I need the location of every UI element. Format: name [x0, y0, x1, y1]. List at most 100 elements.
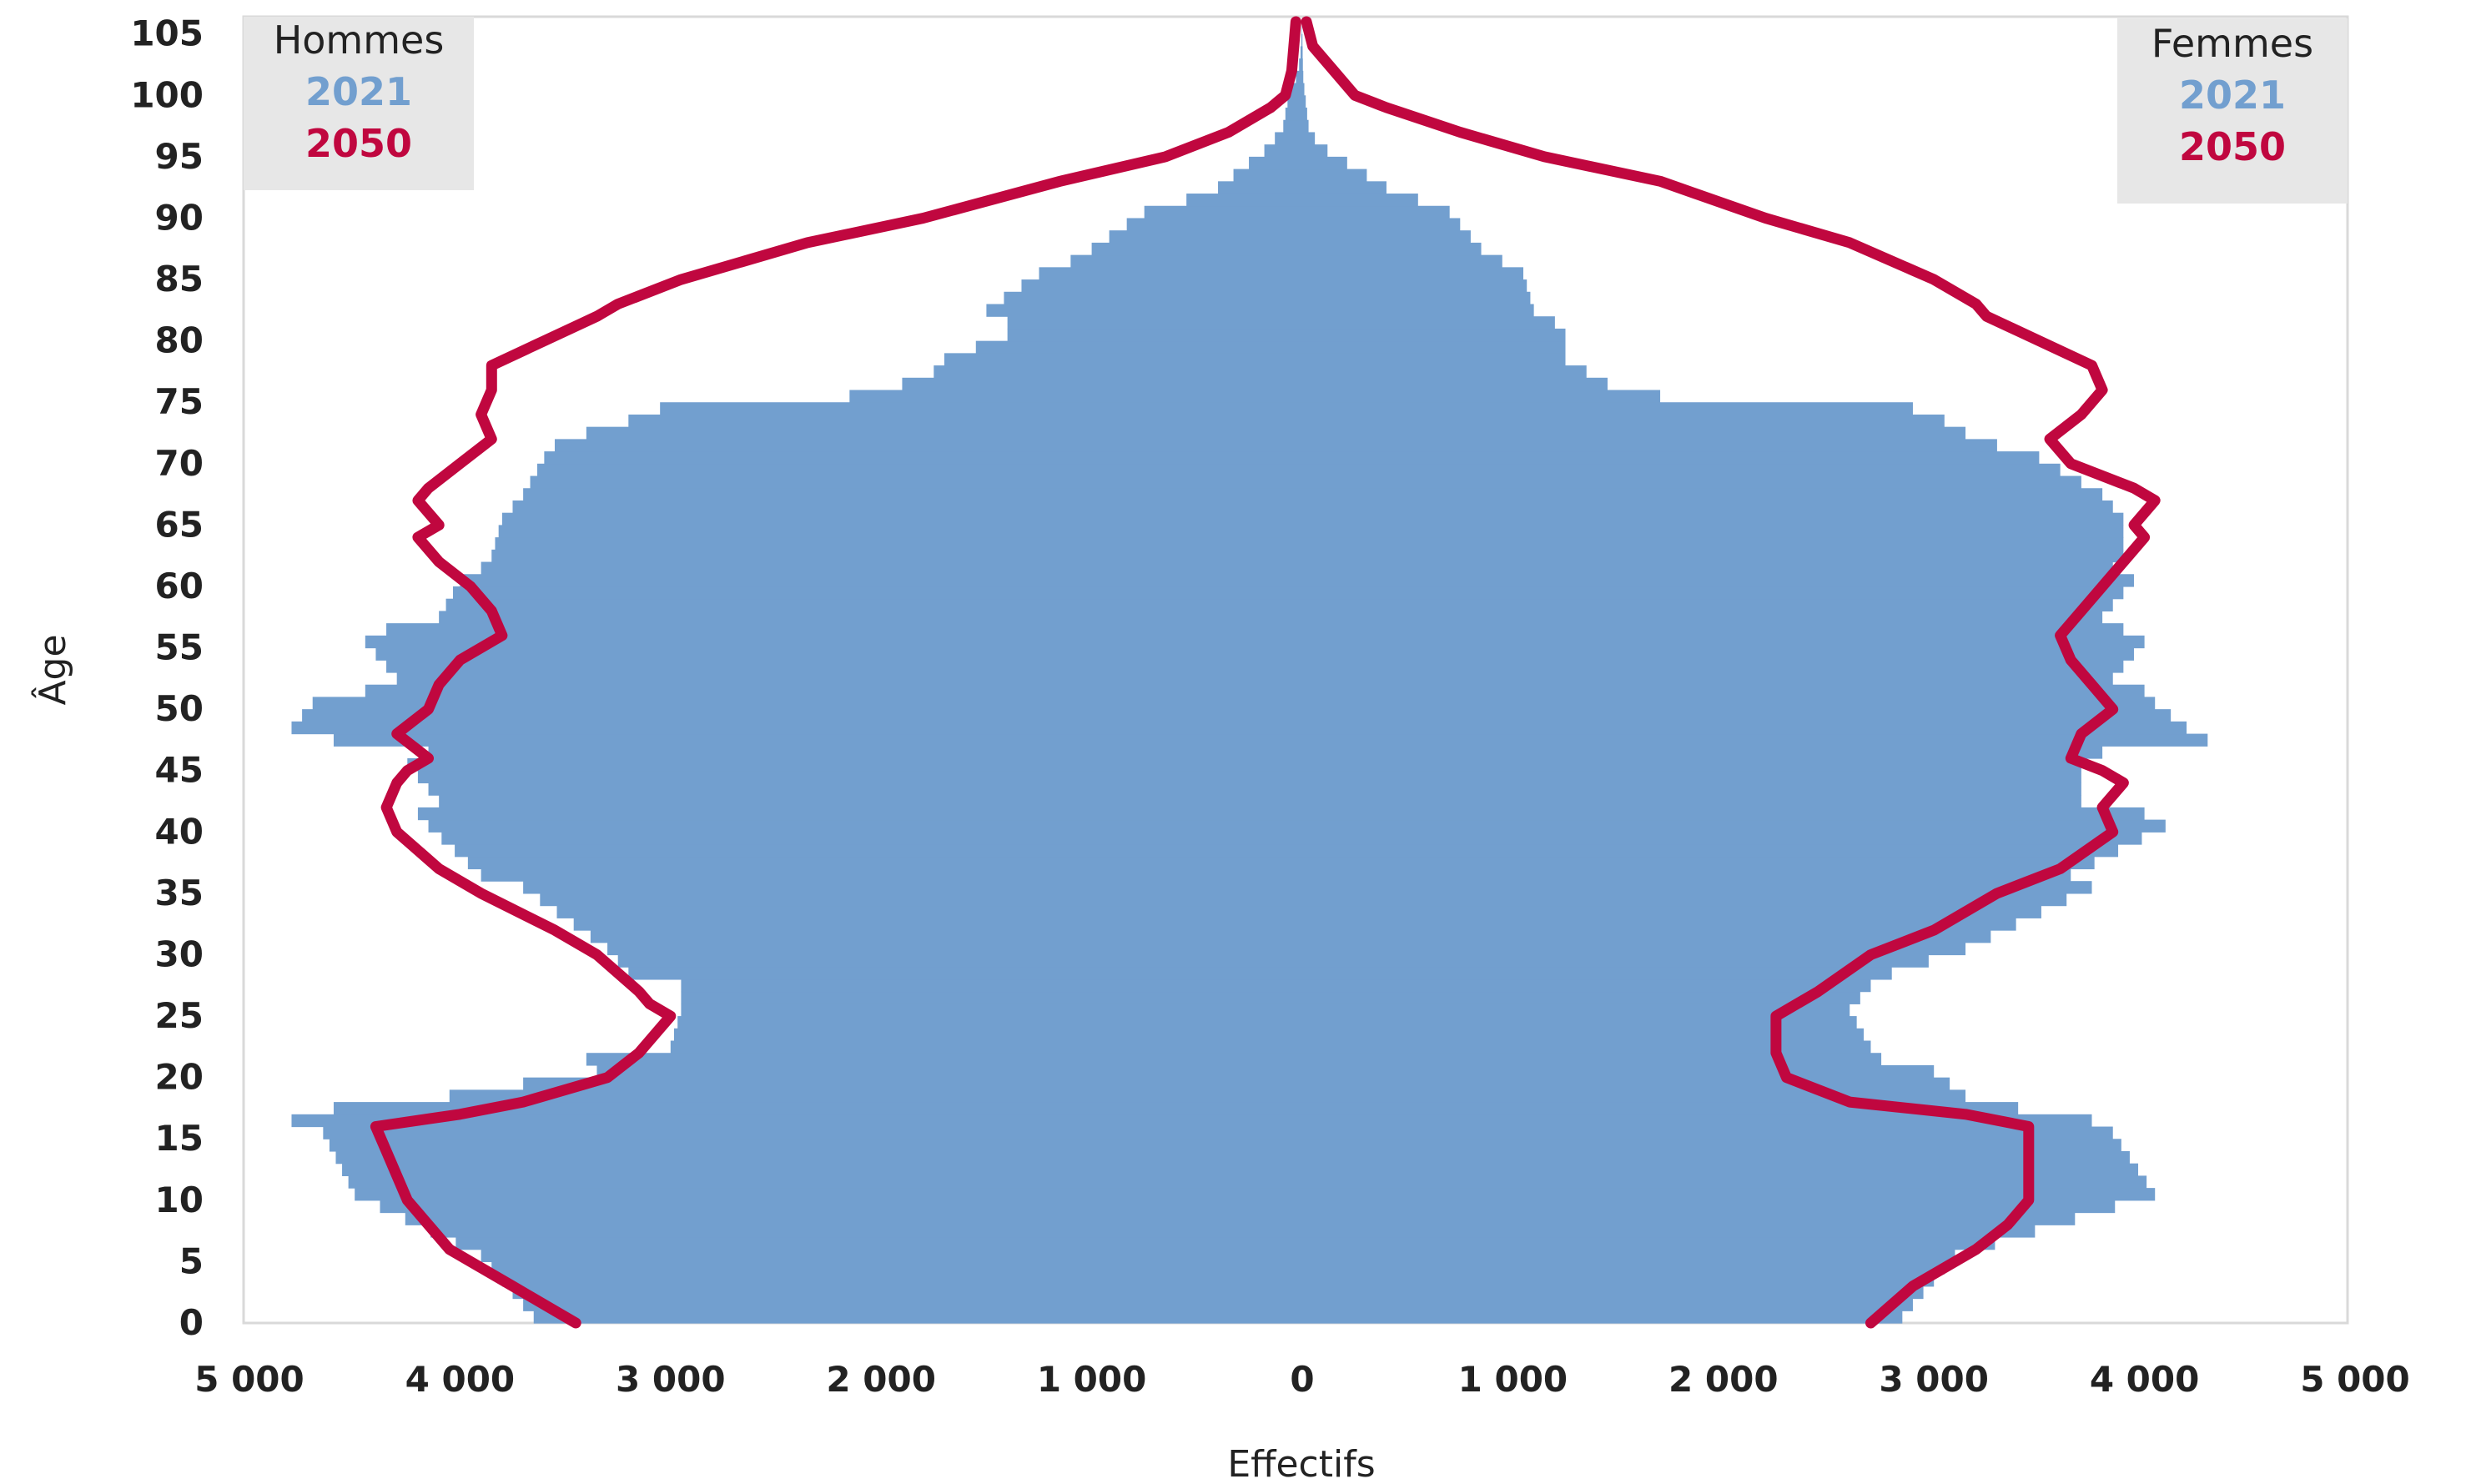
legend-right-year-2050: 2050 — [2179, 124, 2286, 169]
bar-2021-hommes — [849, 390, 1302, 403]
bar-2021-femmes — [1302, 930, 1991, 943]
y-tick-label: 40 — [155, 811, 204, 852]
bar-2021-hommes — [386, 623, 1302, 636]
bar-2021-femmes — [1302, 70, 1304, 84]
x-axis-title: Effectifs — [1227, 1443, 1375, 1484]
bar-2021-hommes — [1233, 169, 1302, 182]
bar-2021-femmes — [1302, 316, 1555, 329]
legend-left: Hommes 2021 2050 — [244, 17, 474, 190]
bar-2021-femmes — [1302, 598, 2113, 612]
bar-2021-femmes — [1302, 709, 2172, 722]
bar-2021-hommes — [1007, 316, 1302, 329]
bar-2021-femmes — [1302, 500, 2113, 514]
bar-2021-femmes — [1302, 770, 2081, 784]
x-tick-label: 1 000 — [1037, 1359, 1147, 1400]
bar-2021-hommes — [1091, 242, 1302, 256]
y-tick-label: 0 — [179, 1302, 204, 1343]
bar-2021-hommes — [449, 1089, 1302, 1103]
bar-2021-femmes — [1302, 697, 2156, 710]
bar-2021-hommes — [1264, 144, 1302, 158]
bar-2021-femmes — [1302, 954, 1929, 968]
bar-2021-femmes — [1302, 304, 1534, 317]
bar-2021-femmes — [1302, 1285, 1924, 1300]
bar-2021-hommes — [396, 672, 1303, 686]
bar-2021-hommes — [1109, 230, 1302, 244]
bar-2021-hommes — [1283, 119, 1302, 133]
bar-2021-femmes — [1302, 1040, 1871, 1054]
bar-2021-hommes — [536, 463, 1302, 477]
y-tick-label: 5 — [179, 1240, 204, 1281]
bar-2021-hommes — [681, 1004, 1302, 1017]
bar-2021-femmes — [1302, 525, 2124, 538]
bar-2021-femmes — [1302, 1163, 2139, 1176]
bar-2021-hommes — [428, 746, 1302, 759]
bar-2021-hommes — [975, 340, 1302, 354]
y-tick-label: 80 — [155, 320, 204, 361]
bar-2021-hommes — [355, 1188, 1303, 1201]
bar-2021-hommes — [329, 1139, 1302, 1152]
bar-2021-femmes — [1302, 1249, 1955, 1263]
bar-2021-hommes — [617, 954, 1302, 968]
line-2050-hommes — [370, 16, 1301, 1329]
bar-2021-hommes — [417, 770, 1302, 784]
y-axis-title: Âge — [30, 634, 74, 705]
bar-2021-femmes — [1302, 819, 2166, 833]
bar-2021-hommes — [452, 586, 1302, 600]
bar-2021-femmes — [1302, 1064, 1935, 1079]
y-tick-label: 90 — [155, 197, 204, 238]
y-tick-label: 45 — [155, 750, 204, 791]
bar-2021-femmes — [1302, 156, 1347, 170]
bars-2021 — [291, 22, 2208, 1324]
bar-2021-hommes — [501, 512, 1302, 526]
bar-2021-femmes — [1302, 623, 2124, 636]
bar-2021-hommes — [530, 475, 1302, 489]
bar-2021-hommes — [1144, 205, 1302, 219]
bar-2021-femmes — [1302, 586, 2124, 600]
bar-2021-hommes — [498, 525, 1302, 538]
bar-2021-hommes — [1126, 218, 1302, 231]
bar-2021-hommes — [670, 1040, 1302, 1054]
bar-2021-femmes — [1302, 194, 1418, 207]
bar-2021-hommes — [1007, 328, 1302, 342]
bar-2021-hommes — [1300, 46, 1302, 59]
bar-2021-hommes — [348, 1175, 1303, 1189]
bar-2021-femmes — [1302, 868, 2071, 882]
bar-2021-hommes — [628, 414, 1302, 428]
x-tick-label: 1 000 — [1458, 1359, 1568, 1400]
bar-2021-femmes — [1302, 267, 1524, 280]
bar-2021-hommes — [481, 1249, 1302, 1263]
bar-2021-femmes — [1302, 1016, 1857, 1029]
bar-2021-hommes — [586, 1053, 1302, 1066]
bar-2021-hommes — [455, 1236, 1302, 1250]
y-tick-label: 70 — [155, 443, 204, 484]
bar-2021-femmes — [1302, 181, 1386, 194]
bar-2021-hommes — [523, 881, 1302, 894]
bar-2021-femmes — [1302, 807, 2145, 821]
bar-2021-femmes — [1302, 1089, 1966, 1103]
bar-2021-hommes — [540, 893, 1302, 907]
bar-2021-femmes — [1302, 439, 1997, 452]
bar-2021-hommes — [523, 488, 1302, 501]
y-axis-ticks: 1051009590858075706560555045403530252015… — [130, 13, 204, 1343]
bar-2021-hommes — [1218, 181, 1302, 194]
bar-2021-hommes — [380, 1200, 1302, 1214]
bar-2021-femmes — [1302, 942, 1966, 956]
bar-2021-hommes — [407, 758, 1302, 772]
bar-2021-hommes — [1275, 132, 1302, 145]
bar-2021-femmes — [1302, 684, 2145, 698]
bar-2021-femmes — [1302, 1310, 1903, 1324]
bar-2021-hommes — [455, 844, 1302, 858]
bar-2021-femmes — [1302, 1102, 2019, 1115]
bar-2021-femmes — [1302, 991, 1860, 1004]
bar-2021-hommes — [986, 304, 1302, 317]
legend-left-year-2050: 2050 — [305, 121, 412, 166]
bar-2021-hommes — [533, 1310, 1302, 1324]
bar-2021-hommes — [523, 1298, 1302, 1311]
bar-2021-femmes — [1302, 46, 1303, 59]
bar-2021-femmes — [1302, 746, 2103, 759]
bar-2021-hommes — [1301, 33, 1302, 48]
bar-2021-femmes — [1302, 475, 2081, 489]
bar-2021-femmes — [1302, 1004, 1850, 1017]
bar-2021-hommes — [430, 1225, 1303, 1238]
y-tick-label: 65 — [155, 504, 204, 545]
